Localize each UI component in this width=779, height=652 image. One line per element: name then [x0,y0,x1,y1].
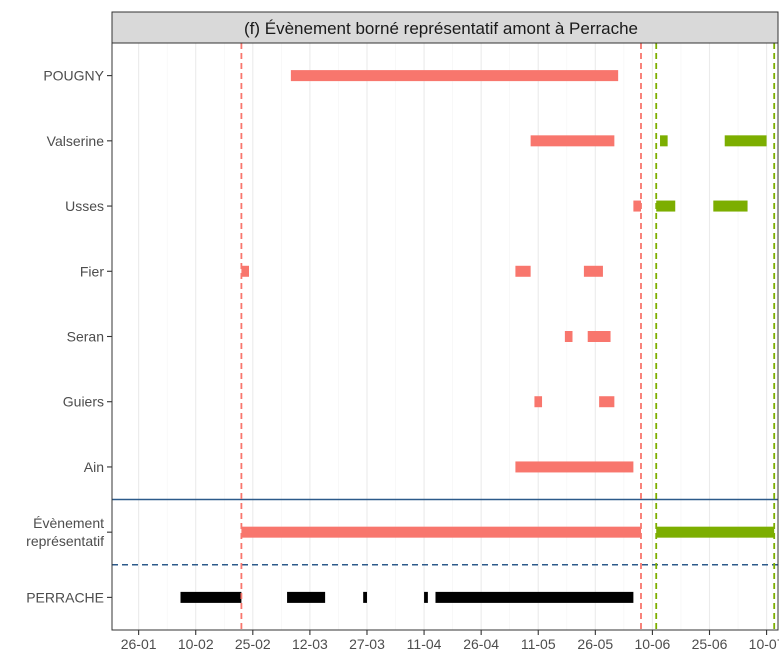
x-tick-label: 10-02 [178,636,214,652]
panel-title-strip [111,11,779,44]
x-tick-label: 11-04 [407,636,442,652]
bar-red [583,265,603,277]
y-tick-label: Valserine [47,133,105,149]
x-tick-label: 27-03 [349,636,385,652]
y-tick-label: Fier [80,263,104,279]
bar-red [534,396,543,408]
y-tick-label-line: Évènement [33,515,104,531]
bar-green [724,135,767,147]
bar-red [587,331,611,342]
bar-green [656,200,676,212]
y-tick-label-line: représentatif [26,533,104,549]
bar-black [363,591,367,603]
bar-black [424,591,428,603]
bar-red [515,461,634,473]
x-tick-label: 26-05 [577,636,613,652]
x-tick-label: 11-05 [521,636,556,652]
bar-red [290,70,619,82]
bar-black [180,591,242,603]
x-tick-label: 12-03 [292,636,328,652]
bar-black [435,591,634,603]
bar-red [515,265,531,277]
x-tick-label: 10-06 [635,636,671,652]
bar-red [633,200,641,212]
y-tick-label: Ain [84,459,104,475]
bar-red [241,526,641,538]
x-tick-label: 25-06 [692,636,728,652]
reference-lines [112,43,778,630]
x-tick-label: 10-07 [749,636,779,652]
panel-border [111,42,779,631]
x-tick-label: 26-01 [121,636,157,652]
y-tick-label: Guiers [63,394,104,410]
y-axis: POUGNY Valserine Usses Fier Seran Guiers Ain Év… [26,68,112,605]
y-tick-label: PERRACHE [26,589,104,605]
bar-red [599,396,615,408]
bar-green [656,526,775,538]
bars [180,70,775,603]
x-tick-label: 26-04 [463,636,499,652]
bar-green [713,200,748,212]
panel-title: (f) Évènement borné représentatif amont … [244,19,638,38]
grid-lines [138,43,768,630]
bar-red [530,135,615,147]
bar-red [564,331,573,342]
x-tick-label: 25-02 [235,636,271,652]
y-tick-label: POUGNY [43,68,104,84]
x-axis: 26-01 10-02 25-02 12-03 27-03 11-04 26-04 11-05… [121,630,779,652]
bar-red [241,265,250,277]
y-tick-label: Usses [65,198,104,214]
bar-black [287,591,326,603]
y-tick-label: Seran [67,329,104,345]
y-tick-label: Évènement représentatif [26,515,104,549]
bar-green [660,135,668,147]
